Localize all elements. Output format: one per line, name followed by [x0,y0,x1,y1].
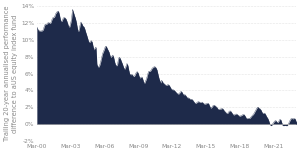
Y-axis label: Trailing 20-year annualised performance
difference to aUS equity index fund: Trailing 20-year annualised performance … [4,6,18,141]
